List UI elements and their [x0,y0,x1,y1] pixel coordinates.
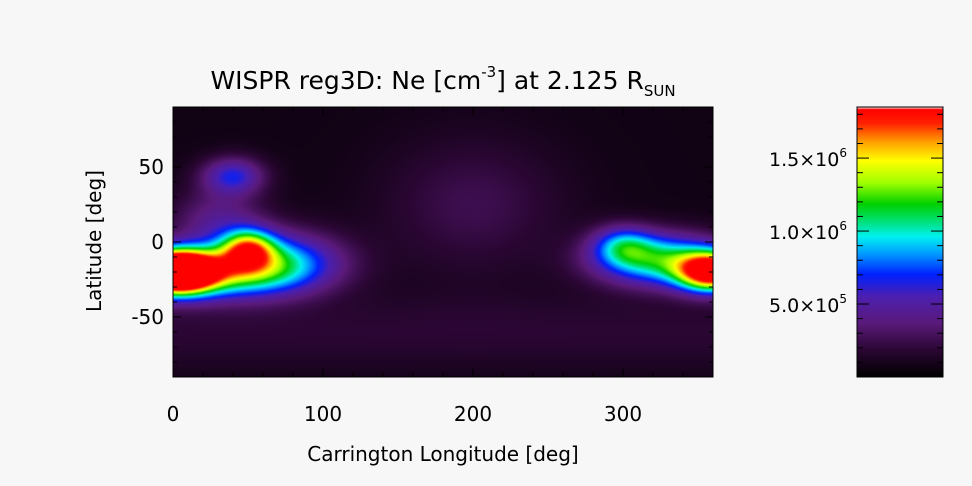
y-tick-label: 50 [139,155,164,179]
y-tick-label: 0 [151,230,164,254]
x-tick-label: 100 [304,402,342,426]
x-axis-label: Carrington Longitude [deg] [307,442,578,466]
colorbar-tick-label: 1.0×106 [769,219,847,244]
y-axis-label: Latitude [deg] [82,170,106,312]
colorbar-tick-label: 5.0×105 [769,292,847,317]
chart-title: WISPR reg3D: Ne [cm-3] at 2.125 RSUN [210,63,675,100]
colorbar: 1.5×106 1.0×106 5.0×105 [769,106,944,378]
x-tick-label: 300 [604,402,642,426]
y-axis-ticks: 50 0 -50 [131,121,713,363]
heatmap-image [173,107,713,377]
x-tick-label: 0 [167,402,180,426]
colorbar-tick-label: 1.5×106 [769,146,847,171]
colorbar-gradient [856,106,944,378]
x-tick-label: 200 [454,402,492,426]
y-tick-label: -50 [131,305,164,329]
heatmap-panel: 0 100 200 300 50 0 -50 [131,106,714,426]
colorbar-ticks: 1.5×106 1.0×106 5.0×105 [769,113,943,363]
x-axis-ticks: 0 100 200 300 [167,107,684,426]
